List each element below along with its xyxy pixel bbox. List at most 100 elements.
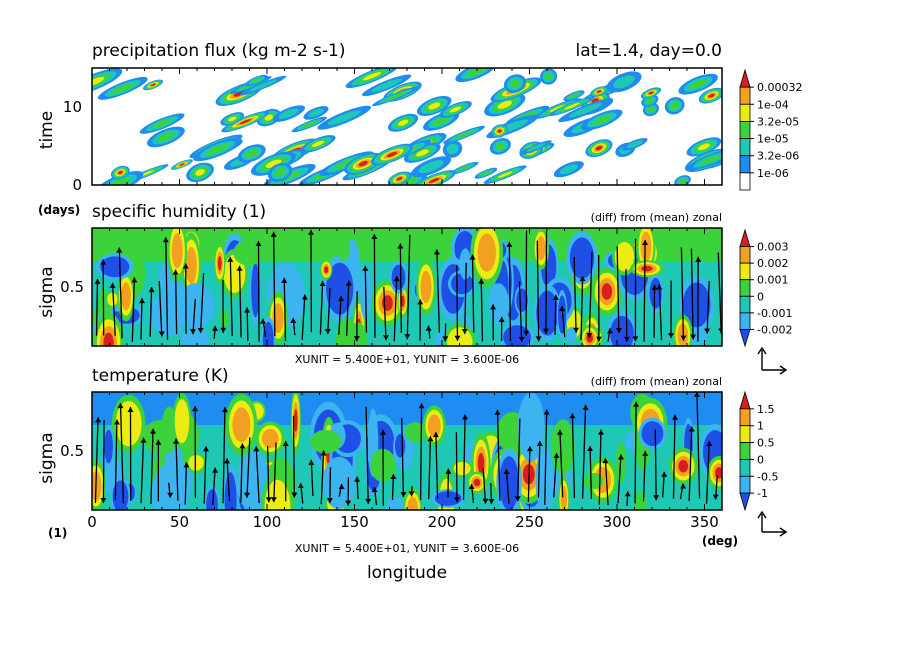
- wind-vector: [158, 280, 163, 337]
- wind-vector: [329, 467, 332, 504]
- colorbar-swatch: [739, 390, 751, 410]
- precip-cell: [544, 72, 553, 81]
- wind-vector: [192, 298, 196, 335]
- precip-cell: [645, 98, 654, 104]
- wind-vector: [273, 442, 277, 503]
- wind-vector-head: [265, 497, 272, 503]
- wind-vector-head: [704, 328, 711, 334]
- wind-vector-head: [236, 265, 243, 271]
- wind-vector: [118, 247, 123, 339]
- precip-cell: [308, 108, 324, 118]
- panel-title-precipitation: precipitation flux (kg m-2 s-1): [92, 41, 345, 61]
- wind-vector: [688, 426, 693, 502]
- x-tick-label: 150: [340, 513, 369, 531]
- ylabel-sigma-temperature: sigma: [37, 432, 57, 483]
- ytick-temperature-0.5: 0.5: [60, 442, 84, 460]
- wind-vector: [165, 237, 169, 340]
- field-cell: [566, 327, 577, 344]
- wind-vector-head: [390, 473, 397, 479]
- field-cell: [473, 478, 481, 487]
- wind-vector-head: [212, 325, 219, 331]
- precip-cell: [278, 108, 299, 119]
- field-cell: [569, 237, 595, 279]
- wind-vector-head: [542, 328, 549, 334]
- wind-vector: [102, 259, 105, 336]
- colorbar-label: 0: [757, 453, 764, 466]
- temperature-heatmap: [92, 392, 722, 510]
- wind-vector-head: [95, 417, 102, 423]
- wind-vector: [634, 401, 637, 504]
- wind-vector-head: [536, 440, 543, 446]
- precip-cell: [526, 143, 546, 152]
- wind-vector: [672, 414, 676, 499]
- field-cell: [121, 282, 131, 311]
- wind-vector-head: [397, 243, 404, 249]
- wind-vector-head: [338, 483, 345, 489]
- colorbar-humidity: 0.003 0.002 0.001 0 -0.001 -0.002: [739, 228, 792, 348]
- header-lat-day: lat=1.4, day=0.0: [576, 41, 722, 61]
- wind-vector-head: [326, 498, 333, 504]
- colorbar-swatch: [739, 86, 751, 105]
- wind-vector-head: [400, 492, 407, 498]
- wind-vector-head: [579, 276, 586, 282]
- wind-vector: [496, 409, 501, 501]
- wind-vector: [571, 413, 576, 499]
- wind-vector: [604, 458, 609, 506]
- wind-vector-head: [690, 334, 697, 340]
- xlabel-longitude: longitude: [367, 563, 447, 583]
- wind-vector-head: [291, 492, 298, 498]
- colorbar-label: 1e-04: [757, 98, 789, 111]
- wind-vector-head: [668, 333, 675, 339]
- wind-vector-head: [244, 307, 251, 313]
- wind-vector-head: [553, 453, 560, 459]
- precip-cell: [568, 103, 602, 118]
- precip-cell: [446, 143, 459, 155]
- precip-cell: [195, 168, 205, 176]
- colorbar-swatch: [739, 459, 751, 477]
- field-cell: [634, 491, 647, 510]
- wind-vector-head: [653, 495, 660, 501]
- x-tick-label: 250: [515, 513, 544, 531]
- precip-cell: [595, 145, 603, 151]
- wind-vector: [212, 467, 216, 506]
- wind-vector-head: [320, 450, 327, 456]
- wind-vector: [419, 403, 423, 500]
- wind-vector: [174, 269, 178, 335]
- wind-vector-head: [535, 336, 542, 342]
- precip-cell: [648, 91, 654, 95]
- precip-cell: [327, 110, 361, 126]
- wind-vector-head: [445, 468, 452, 474]
- wind-vector-head: [461, 328, 468, 334]
- precip-cell: [402, 176, 418, 185]
- wind-vector: [203, 446, 207, 504]
- precip-cell: [466, 68, 486, 77]
- wind-vector-head: [192, 406, 199, 412]
- field-cell: [420, 270, 432, 304]
- wind-vector-head: [150, 428, 157, 434]
- wind-vector: [301, 294, 306, 340]
- wind-vector: [588, 251, 593, 339]
- wind-vector-head: [427, 436, 434, 442]
- field-cell: [386, 497, 407, 510]
- field-cell: [560, 485, 567, 510]
- colorbar-label: 3.2e-06: [757, 150, 799, 163]
- wind-vector-head: [345, 280, 352, 286]
- wind-vector: [406, 234, 411, 340]
- wind-vector: [150, 428, 154, 504]
- wind-vector-head: [140, 437, 147, 443]
- wind-vector: [131, 277, 136, 342]
- wind-vector: [199, 273, 205, 333]
- ytick-precip-10: 10: [63, 98, 82, 116]
- field-cell: [115, 400, 142, 447]
- wind-vector-head: [393, 276, 400, 282]
- wind-vector-head: [587, 446, 594, 452]
- precip-cell: [179, 163, 185, 166]
- wind-vector-head: [582, 404, 589, 410]
- wind-vector: [617, 454, 622, 504]
- wind-vector-head: [379, 429, 386, 435]
- humidity-heatmap: [92, 228, 722, 346]
- wind-vector: [690, 248, 694, 340]
- field-cell: [499, 456, 520, 510]
- wind-vector: [517, 418, 521, 502]
- wind-vector: [229, 256, 233, 337]
